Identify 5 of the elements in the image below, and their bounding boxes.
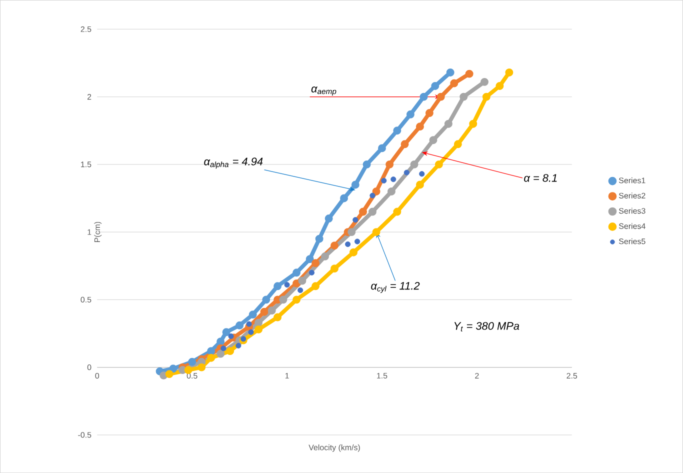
annotation: α$_{cyl}$ = 11.2: [371, 282, 420, 293]
annotation: α$_{alpha}$ = 4.94: [204, 158, 263, 169]
annotation: α = 8.1: [524, 174, 557, 182]
annotation: Y$_{t}$ = 380 MPa: [454, 322, 520, 332]
annotation: α$_{aemp}$: [311, 86, 336, 96]
